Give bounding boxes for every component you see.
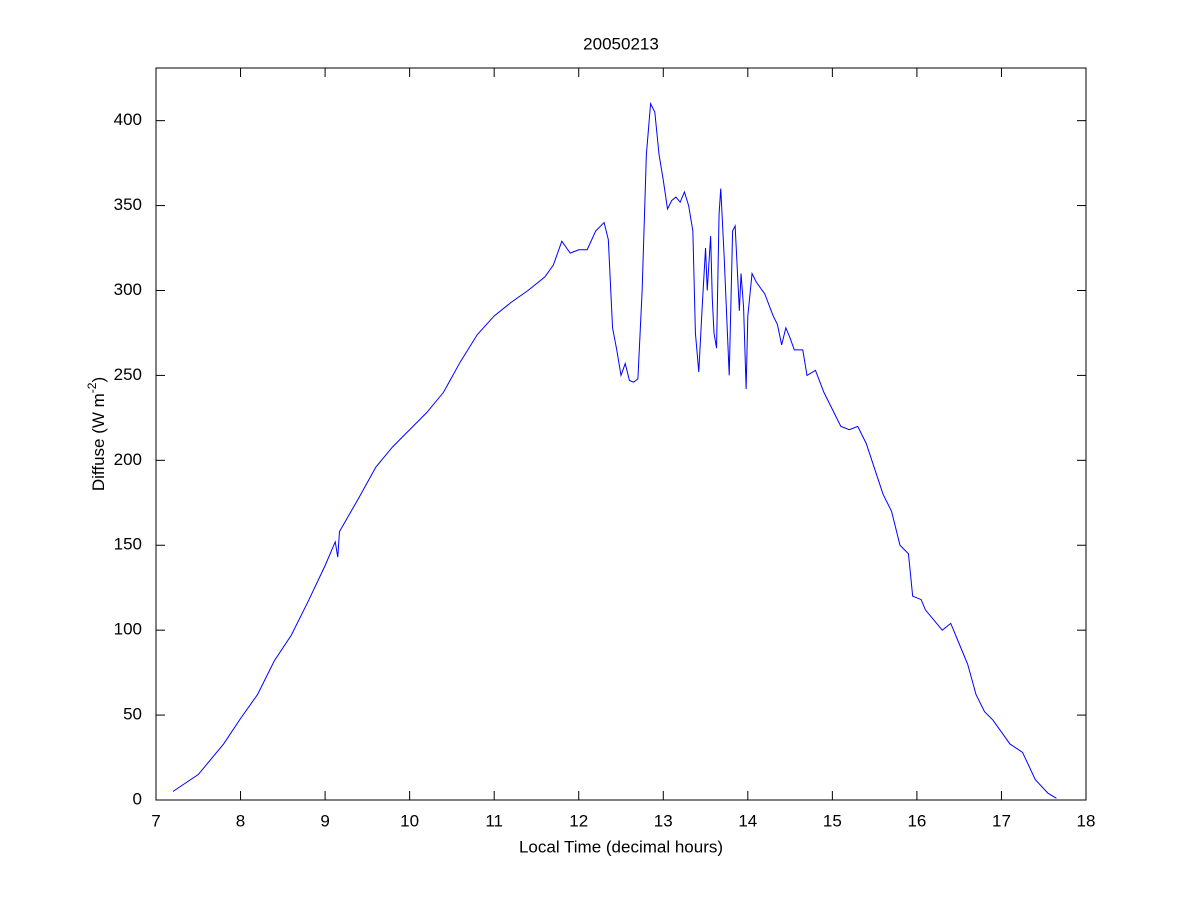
y-tick-label: 350 (114, 195, 142, 214)
x-tick-label: 7 (151, 811, 160, 830)
x-tick-label: 11 (485, 811, 503, 830)
y-tick-label: 150 (114, 535, 142, 554)
y-axis-label-part: Diffuse (W m (89, 393, 108, 491)
x-tick-label: 14 (738, 811, 757, 830)
y-tick-label: 0 (133, 789, 142, 808)
y-tick-label: 300 (114, 280, 142, 299)
y-axis-label: Diffuse (W m-2) (85, 377, 108, 491)
data-line (172, 101, 1057, 799)
y-axis-label-sup: -2 (85, 382, 99, 393)
x-tick-label: 18 (1077, 811, 1096, 830)
y-tick-label: 50 (123, 705, 142, 724)
x-tick-label: 12 (569, 811, 588, 830)
y-tick-label: 250 (114, 365, 142, 384)
x-tick-label: 16 (907, 811, 926, 830)
x-tick-label: 9 (320, 811, 329, 830)
x-tick-label: 15 (823, 811, 842, 830)
plot-frame (155, 67, 1087, 801)
y-tick-label: 100 (114, 620, 142, 639)
x-tick-label: 8 (236, 811, 245, 830)
x-tick-label: 13 (654, 811, 673, 830)
y-tick-label: 200 (114, 450, 142, 469)
y-axis-label-part: ) (89, 377, 108, 383)
y-tick-label: 400 (114, 110, 142, 129)
x-tick-label: 10 (400, 811, 419, 830)
x-axis-label: Local Time (decimal hours) (519, 837, 723, 856)
chart-title: 20050213 (583, 34, 659, 53)
x-tick-label: 17 (992, 811, 1011, 830)
